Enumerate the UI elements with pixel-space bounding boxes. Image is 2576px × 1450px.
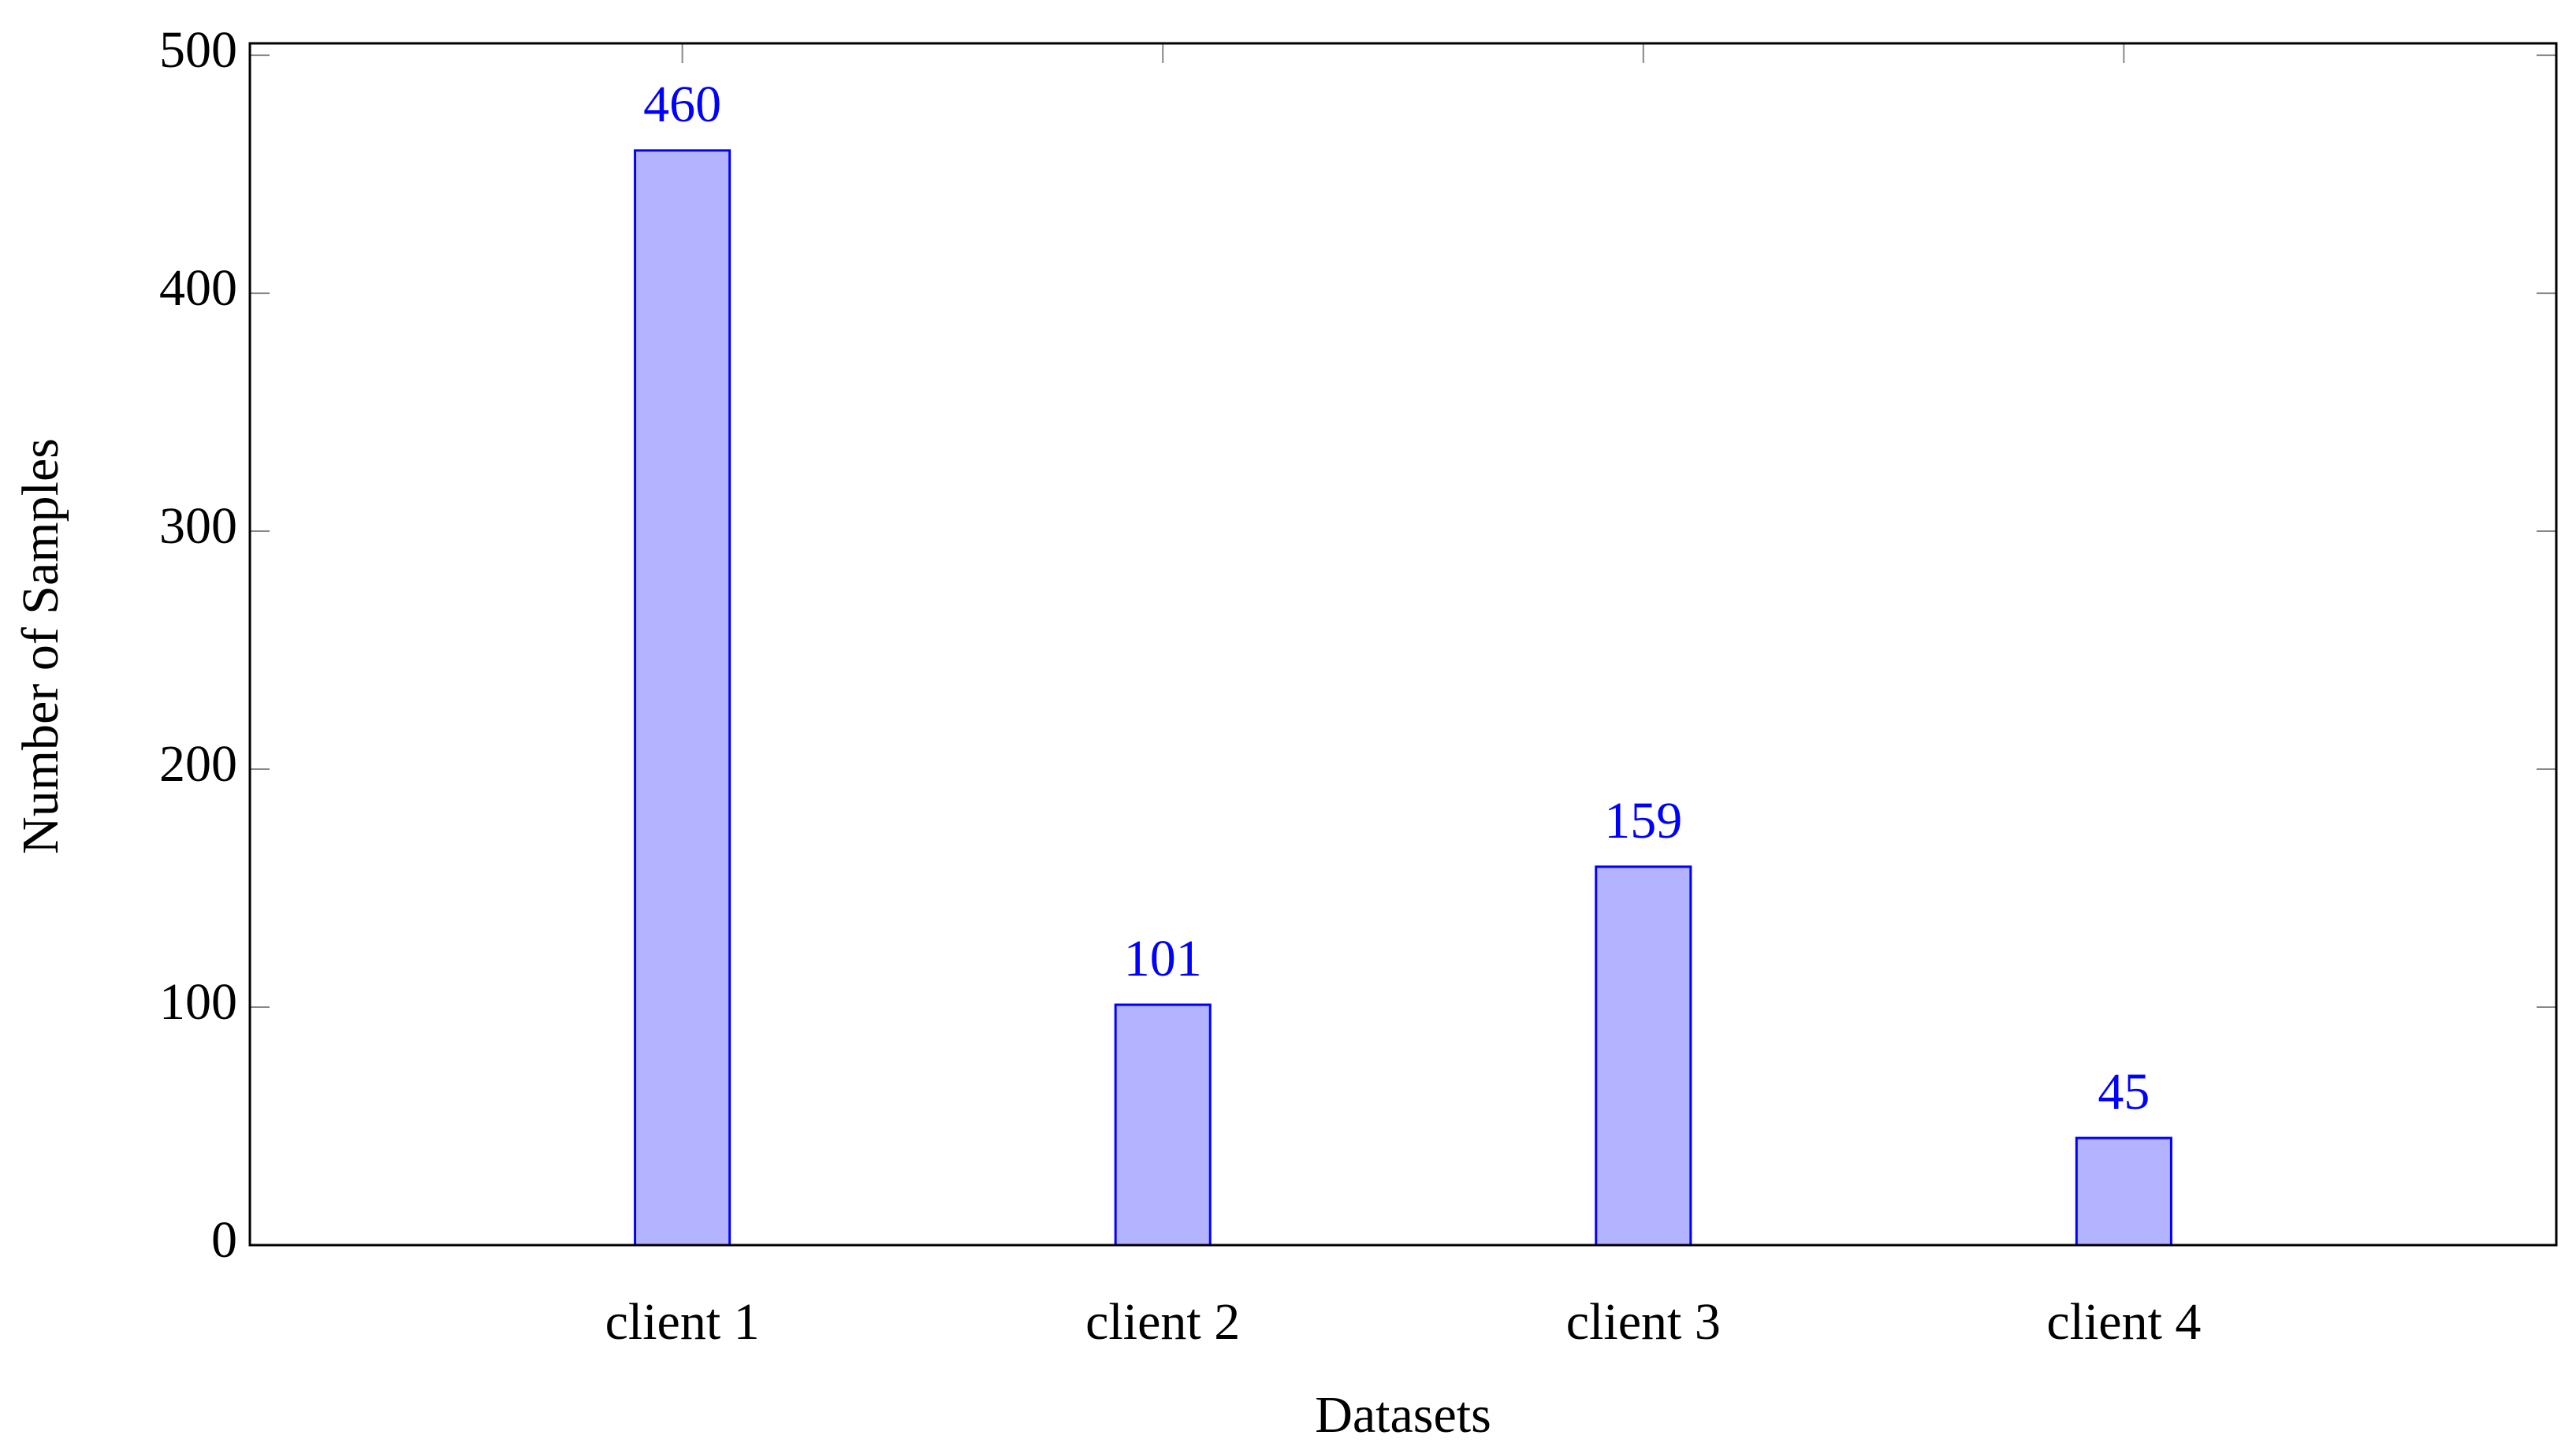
value-label: 45 [2098,1063,2150,1121]
y-axis-label: Number of Samples [12,438,69,854]
bar [634,149,731,1247]
y-tick-label: 300 [159,497,237,555]
value-label: 159 [1604,792,1682,850]
value-label: 101 [1124,930,1202,987]
plot-frame [248,42,2558,1247]
y-tick-label: 100 [159,973,237,1031]
y-tick-label: 500 [159,21,237,79]
x-tick-label: client 1 [605,1293,760,1351]
x-tick-label: client 2 [1085,1293,1240,1351]
x-tick-label: client 3 [1566,1293,1721,1351]
y-tick-label: 0 [211,1211,237,1269]
y-tick-label: 200 [159,735,237,793]
x-axis-label: Datasets [1315,1386,1491,1444]
bar [2075,1136,2172,1247]
bar [1114,1003,1212,1247]
x-tick-label: client 4 [2046,1293,2201,1351]
value-label: 460 [643,76,721,133]
y-tick-label: 400 [159,259,237,317]
bar [1595,865,1692,1247]
